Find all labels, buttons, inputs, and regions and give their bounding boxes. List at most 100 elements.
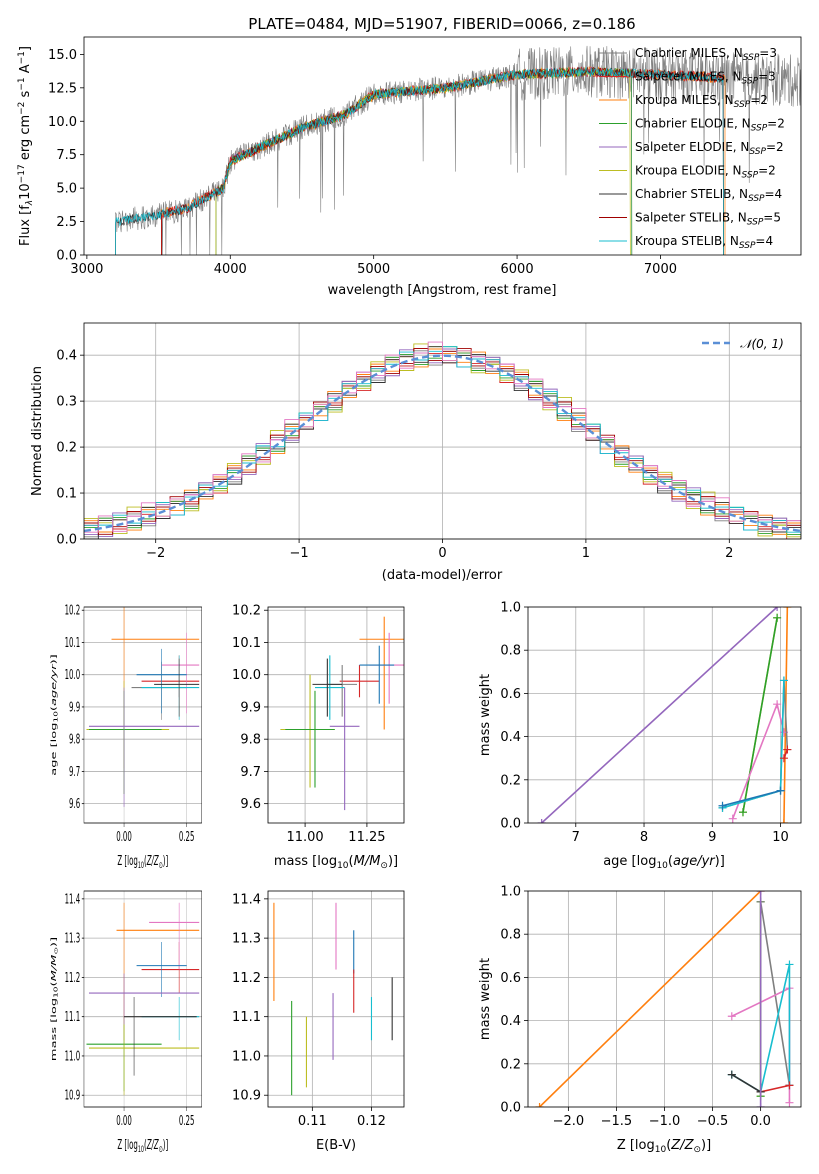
mass_vs_ebv-ytick-label: 10.9 xyxy=(232,1089,261,1104)
residuals-xtick-label: −2 xyxy=(146,546,165,561)
residuals-ytick-label: 0.2 xyxy=(56,441,77,456)
weight_vs_age-ytick-label: 0.0 xyxy=(500,817,521,832)
weight_vs_Z-xtick-label: 0.0 xyxy=(750,1114,771,1129)
spectrum-ytick-label: 5.0 xyxy=(56,182,77,197)
mass_vs_Z-ytick-label: 11.1 xyxy=(65,1010,81,1025)
mass-weight-point xyxy=(779,819,788,823)
age-vs-Z-xlabel-part: ⊙ xyxy=(159,859,163,870)
weight-vs-Z-ylabel: mass weight xyxy=(478,958,493,1040)
spectrum-legend-label-part: =4 xyxy=(765,187,783,201)
age_vs_mass-ytick-label: 10.1 xyxy=(232,636,261,651)
mass_vs_Z-ytick-label: 11.2 xyxy=(65,971,81,986)
age_vs_mass-ytick-label: 10.2 xyxy=(232,604,261,619)
mass-vs-Z-ylabel-part: ( xyxy=(50,981,58,986)
age_vs_Z-ytick-label: 9.7 xyxy=(69,765,80,780)
age-vs-Z-xlabel-part: ( xyxy=(144,854,147,869)
weight-vs-Z-xlabel-part: Z/Z xyxy=(670,1138,694,1153)
age-vs-Z-xlabel-part: 10 xyxy=(138,859,144,870)
mass-weight-line xyxy=(538,891,762,1107)
spectrum-legend-label-part: =5 xyxy=(763,211,781,225)
weight-vs-age-xlabel-part: age [log xyxy=(603,854,656,869)
mass-weight-point xyxy=(785,960,794,969)
axes-frame xyxy=(83,36,802,256)
spectrum-legend: Chabrier MILES, N SSP =3 Salpeter MILES, NS… xyxy=(599,46,785,251)
axes-frame xyxy=(83,890,202,1108)
mass-vs-Z-xlabel-part: 10 xyxy=(138,1143,144,1154)
spectrum-ylabel-part: −1 xyxy=(17,77,27,90)
weight_vs_age-xtick-label: 7 xyxy=(572,830,580,845)
age-vs-Z-ylabel-part: ( xyxy=(50,706,58,711)
spectrum-legend-label-part: =2 xyxy=(766,140,784,154)
age-vs-Z-xlabel-part: Z [log xyxy=(117,854,137,869)
mass_vs_Z-xtick-label: 0.25 xyxy=(179,1114,195,1129)
mass-weight-point xyxy=(773,607,782,611)
mass-vs-Z-xlabel-part: Z [log xyxy=(117,1138,137,1153)
spectrum-ylabel-part: −17 xyxy=(17,164,27,183)
mass-vs-Z-ylabel-part: )] xyxy=(50,937,58,947)
spectrum-legend-label: Salpeter MILES, NSSP=3 xyxy=(635,70,776,87)
weight-vs-age-ylabel: mass weight xyxy=(478,674,493,756)
age-vs-mass-xlabel-part: ( xyxy=(349,854,354,869)
mass_vs_Z-plot-area xyxy=(86,902,200,1096)
weight_vs_Z-ytick-label: 1.0 xyxy=(500,885,521,900)
mass-weight-point xyxy=(727,1070,736,1079)
age_vs_mass-ytick-label: 9.9 xyxy=(240,700,261,715)
weight_vs_Z-axes: −2.0 −1.5 −1.0 −0.5 0.0 0.0 0.2 0.4 0.6 0.8 1.0 Z [… xyxy=(478,885,802,1155)
spectrum-legend-label-part: Kroupa STELIB, N xyxy=(635,234,739,248)
spectrum-legend-label-part: =3 xyxy=(759,46,777,60)
mass-vs-Z-xlabel-part: Z/Z xyxy=(146,1138,159,1153)
age-vs-mass-xlabel-part: ⊙ xyxy=(380,861,388,871)
mass_vs_ebv-plot-area xyxy=(273,902,393,1096)
spectrum-legend-label: Chabrier ELODIE, NSSP=2 xyxy=(635,117,785,134)
mass-weight-point xyxy=(718,801,727,810)
weight-vs-Z-xlabel-part: 10 xyxy=(655,1145,667,1155)
mass-weight-point xyxy=(537,819,546,823)
mass-weight-line xyxy=(722,789,781,807)
spectrum-legend-label: Kroupa STELIB, NSSP=4 xyxy=(635,234,773,251)
weight_vs_age-ytick-label: 0.8 xyxy=(500,644,521,659)
age-vs-mass-xlabel-part: mass [log xyxy=(274,854,337,869)
mass-weight-point xyxy=(756,891,765,895)
spectrum-legend-label-part: =2 xyxy=(750,93,768,107)
residual-ylabel: Normed distribution xyxy=(30,366,45,496)
mass_vs_ebv-ytick-label: 11.2 xyxy=(232,971,261,986)
age-vs-mass-xlabel-part: M/M xyxy=(354,854,381,869)
mass_vs_ebv-ytick-label: 11.4 xyxy=(232,892,261,907)
mass-weight-point xyxy=(785,1081,794,1090)
age_vs_Z-xtick-label: 0.25 xyxy=(179,830,195,845)
spectrum-legend-label-part: Chabrier MILES, N xyxy=(635,46,743,60)
residual-xlabel: (data-model)/error xyxy=(382,568,503,583)
weight_vs_age-xtick-label: 9 xyxy=(708,830,716,845)
mass-weight-line xyxy=(541,607,778,823)
mass-vs-Z-xlabel-part: ⊙ xyxy=(159,1143,163,1154)
mass_vs_Z-xtick-label: 0.00 xyxy=(116,1114,132,1129)
age_vs_mass-ytick-label: 10.0 xyxy=(232,668,261,683)
spectrum-ylabel-part: −2 xyxy=(17,102,27,115)
spectrum-ytick-label: 12.5 xyxy=(48,81,77,96)
mass-weight-point xyxy=(773,700,782,709)
axes-frame xyxy=(267,890,405,1108)
age_vs_Z-ytick-label: 9.9 xyxy=(69,700,80,715)
spectrum-legend-label: Chabrier STELIB, NSSP=4 xyxy=(635,187,782,204)
spectrum-legend-label: Kroupa ELODIE, NSSP=2 xyxy=(635,164,776,181)
age-vs-Z-ylabel: age [log10(age/yr)] xyxy=(50,654,59,775)
mass-weight-point xyxy=(783,745,792,754)
weight_vs_Z-ytick-label: 0.8 xyxy=(500,928,521,943)
spectrum-ylabel-part: Flux [f xyxy=(18,205,33,246)
mass-weight-point xyxy=(727,1012,736,1021)
age_vs_Z-axes: 0.00 0.259.69.79.89.910.010.110.2Z [log10… xyxy=(50,604,202,870)
spectrum-ylabel-part: erg cm xyxy=(18,115,33,164)
spectrum-ytick-label: 15.0 xyxy=(48,48,77,63)
spectrum-legend-label: Kroupa MILES, NSSP=2 xyxy=(635,93,768,110)
spectrum-legend-label-part: =2 xyxy=(767,117,785,131)
age_vs_Z-xtick-label: 0.00 xyxy=(116,830,132,845)
spectrum-ylabel: Flux [fλ10−17 erg cm−2 s−1 A−1] xyxy=(17,46,35,246)
age_vs_mass-axes: 11.00 11.25 9.6 9.7 9.8 9.9 10.0 10.1 10.2 mass [… xyxy=(232,604,405,871)
age-vs-Z-xlabel-part: )] xyxy=(163,854,168,869)
age_vs_Z-ytick-label: 9.6 xyxy=(69,797,80,812)
gaussian-reference-line xyxy=(84,354,801,533)
weight-vs-age-xlabel-part: )] xyxy=(715,854,725,869)
spectrum-legend-label-part: SSP xyxy=(747,218,764,228)
